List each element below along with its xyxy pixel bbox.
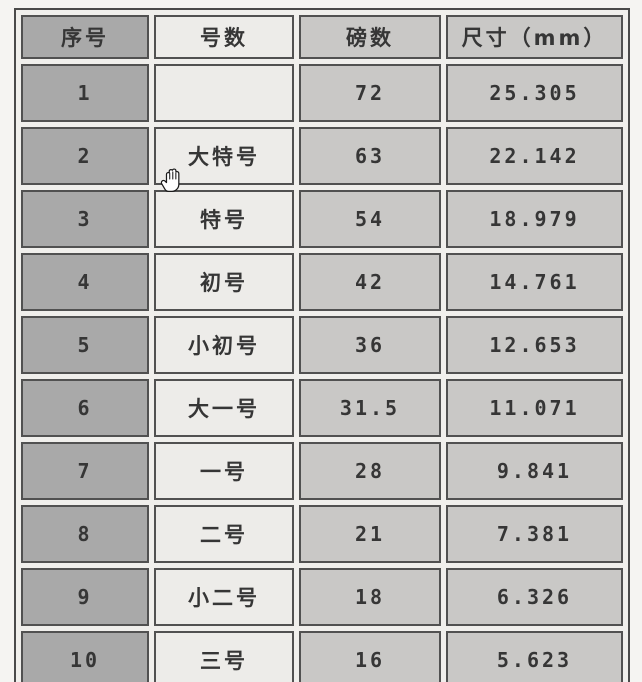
column-header-serial: 序号 bbox=[21, 15, 149, 59]
cell-points: 36 bbox=[299, 316, 441, 374]
table-row: 3 特号 54 18.979 bbox=[21, 190, 623, 248]
cell-size-mm: 14.761 bbox=[446, 253, 623, 311]
cell-serial: 8 bbox=[21, 505, 149, 563]
cell-size-mm: 18.979 bbox=[446, 190, 623, 248]
cell-points: 31.5 bbox=[299, 379, 441, 437]
cell-size-mm: 9.841 bbox=[446, 442, 623, 500]
column-header-size-mm: 尺寸（mm） bbox=[446, 15, 623, 59]
cell-size-name: 小二号 bbox=[154, 568, 294, 626]
header-row: 序号 号数 磅数 尺寸（mm） bbox=[21, 15, 623, 59]
table-row: 1 72 25.305 bbox=[21, 64, 623, 122]
table-row: 6 大一号 31.5 11.071 bbox=[21, 379, 623, 437]
table-row: 7 一号 28 9.841 bbox=[21, 442, 623, 500]
cell-size-mm: 6.326 bbox=[446, 568, 623, 626]
cell-points: 18 bbox=[299, 568, 441, 626]
table-row: 10 三号 16 5.623 bbox=[21, 631, 623, 682]
cell-points: 72 bbox=[299, 64, 441, 122]
cell-size-name: 大特号 bbox=[154, 127, 294, 185]
cell-points: 42 bbox=[299, 253, 441, 311]
cell-serial: 9 bbox=[21, 568, 149, 626]
cell-serial: 7 bbox=[21, 442, 149, 500]
cell-points: 54 bbox=[299, 190, 441, 248]
table-row: 5 小初号 36 12.653 bbox=[21, 316, 623, 374]
cell-size-mm: 7.381 bbox=[446, 505, 623, 563]
cell-serial: 1 bbox=[21, 64, 149, 122]
cell-serial: 4 bbox=[21, 253, 149, 311]
cell-size-mm: 12.653 bbox=[446, 316, 623, 374]
cell-points: 28 bbox=[299, 442, 441, 500]
cell-serial: 3 bbox=[21, 190, 149, 248]
cell-size-name: 小初号 bbox=[154, 316, 294, 374]
cell-size-mm: 22.142 bbox=[446, 127, 623, 185]
table-row: 8 二号 21 7.381 bbox=[21, 505, 623, 563]
cell-size-name: 一号 bbox=[154, 442, 294, 500]
cell-size-name bbox=[154, 64, 294, 122]
table-row: 2 大特号 63 22.142 bbox=[21, 127, 623, 185]
cell-serial: 2 bbox=[21, 127, 149, 185]
table-row: 9 小二号 18 6.326 bbox=[21, 568, 623, 626]
column-header-points: 磅数 bbox=[299, 15, 441, 59]
cell-size-name: 特号 bbox=[154, 190, 294, 248]
cell-size-name: 二号 bbox=[154, 505, 294, 563]
table-header: 序号 号数 磅数 尺寸（mm） bbox=[21, 15, 623, 59]
cell-points: 63 bbox=[299, 127, 441, 185]
cell-size-mm: 25.305 bbox=[446, 64, 623, 122]
cell-size-mm: 11.071 bbox=[446, 379, 623, 437]
table-body: 1 72 25.305 2 大特号 63 22.142 3 特号 54 18.9… bbox=[21, 64, 623, 682]
cell-serial: 10 bbox=[21, 631, 149, 682]
column-header-size-name: 号数 bbox=[154, 15, 294, 59]
cell-size-name: 初号 bbox=[154, 253, 294, 311]
cell-size-mm: 5.623 bbox=[446, 631, 623, 682]
cell-serial: 6 bbox=[21, 379, 149, 437]
cell-points: 16 bbox=[299, 631, 441, 682]
cell-size-name: 大一号 bbox=[154, 379, 294, 437]
table-row: 4 初号 42 14.761 bbox=[21, 253, 623, 311]
cell-serial: 5 bbox=[21, 316, 149, 374]
cell-points: 21 bbox=[299, 505, 441, 563]
font-size-table: 序号 号数 磅数 尺寸（mm） 1 72 25.305 2 大特号 63 22.… bbox=[14, 8, 630, 682]
cell-size-name: 三号 bbox=[154, 631, 294, 682]
